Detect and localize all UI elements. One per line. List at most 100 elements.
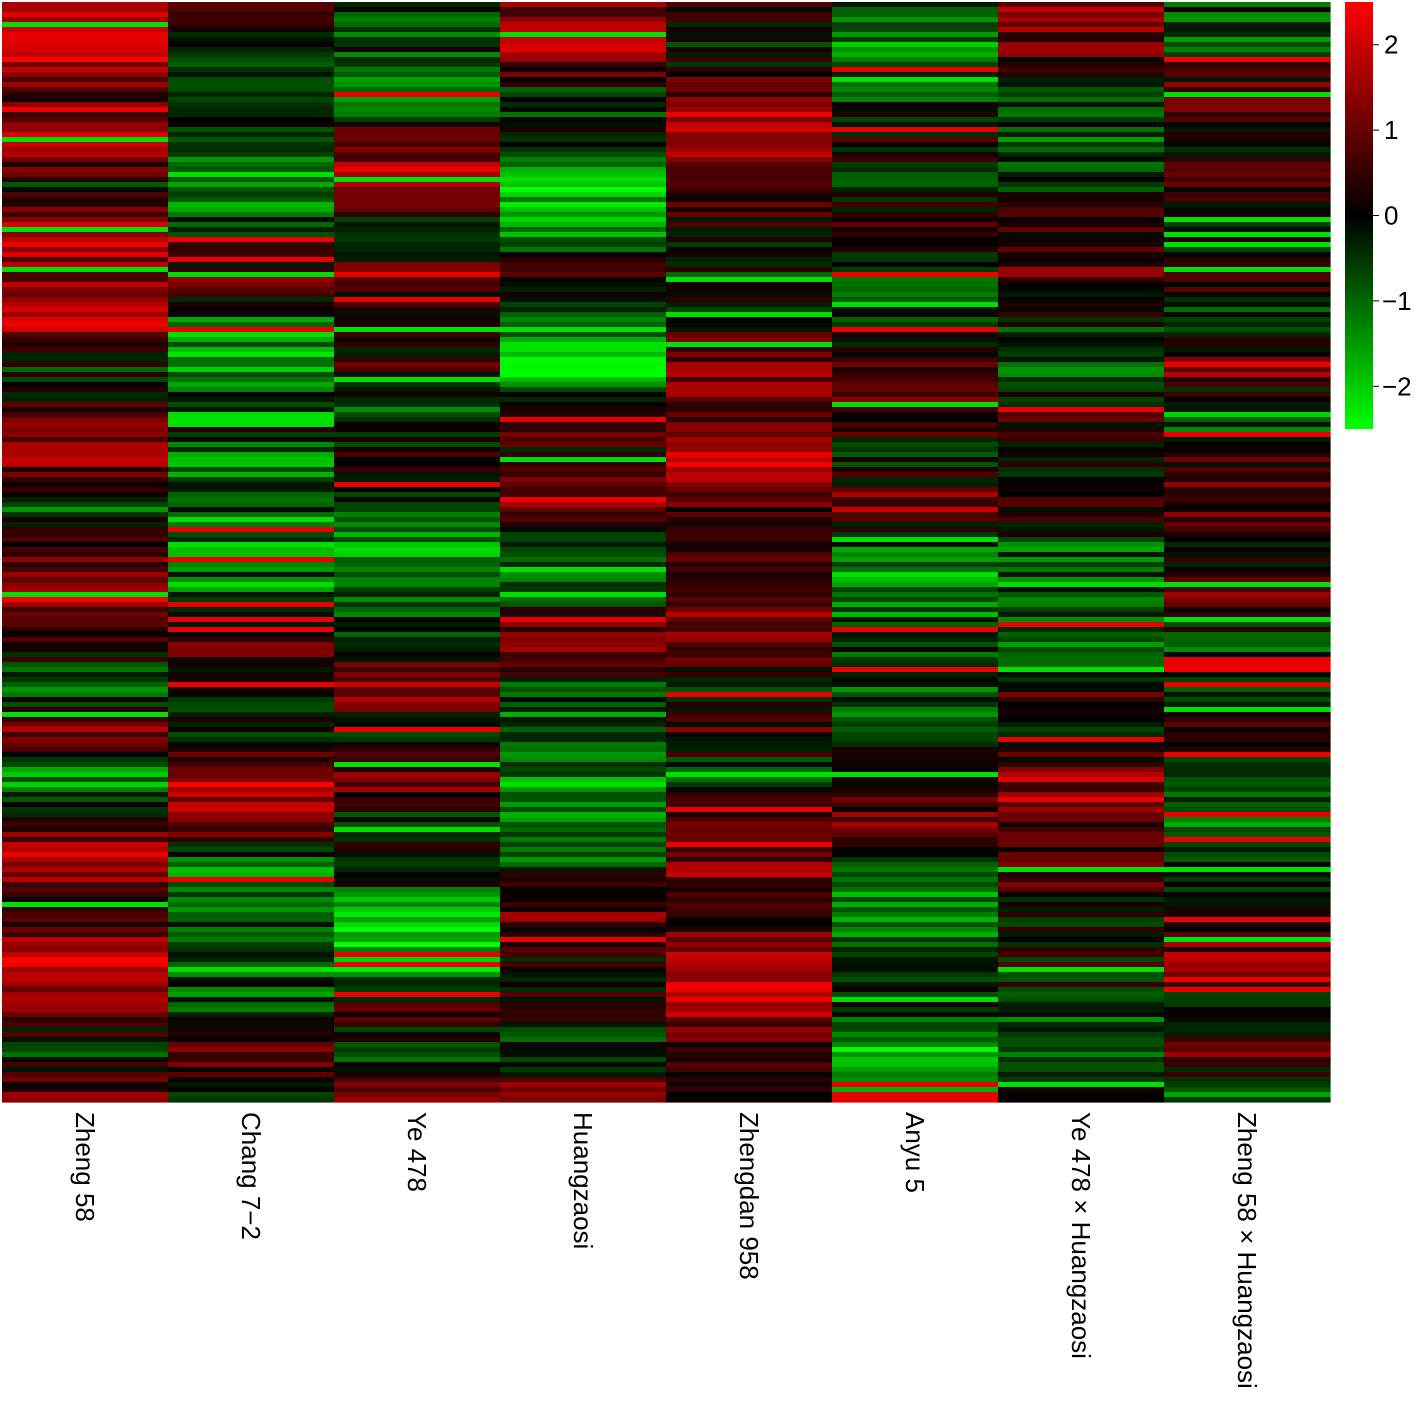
- heatmap-cell: [2, 842, 169, 848]
- heatmap-cell: [2, 977, 169, 983]
- heatmap-cell: [832, 937, 999, 943]
- heatmap-cell: [1164, 982, 1331, 988]
- heatmap-cell: [2, 867, 169, 873]
- heatmap-cell: [832, 1087, 999, 1093]
- heatmap-cell: [2, 1052, 169, 1058]
- heatmap-cell: [334, 77, 501, 83]
- heatmap-cell: [168, 317, 335, 323]
- heatmap-cell: [334, 457, 501, 463]
- heatmap-cell: [1164, 122, 1331, 128]
- heatmap-cell: [666, 437, 833, 443]
- heatmap-cell: [832, 537, 999, 543]
- heatmap-cell: [832, 342, 999, 348]
- heatmap-cell: [2, 902, 169, 908]
- heatmap-cell: [500, 387, 667, 393]
- heatmap-cell: [998, 47, 1165, 53]
- heatmap-cell: [666, 662, 833, 668]
- heatmap-cell: [666, 47, 833, 53]
- heatmap-cell: [168, 782, 335, 788]
- heatmap-cell: [832, 552, 999, 558]
- heatmap-cell: [998, 37, 1165, 43]
- heatmap-cell: [998, 1002, 1165, 1008]
- heatmap-cell: [998, 687, 1165, 693]
- heatmap-cell: [666, 927, 833, 933]
- heatmap-cell: [334, 272, 501, 278]
- heatmap-cell: [168, 212, 335, 218]
- heatmap-cell: [998, 137, 1165, 143]
- heatmap-cell: [2, 127, 169, 133]
- heatmap-cell: [666, 712, 833, 718]
- heatmap-cell: [334, 877, 501, 883]
- heatmap-cell: [666, 832, 833, 838]
- heatmap-cell: [832, 872, 999, 878]
- heatmap-cell: [832, 702, 999, 708]
- heatmap-cell: [832, 387, 999, 393]
- heatmap-cell: [168, 612, 335, 618]
- heatmap-cell: [334, 882, 501, 888]
- heatmap-cell: [666, 222, 833, 228]
- heatmap-cell: [334, 932, 501, 938]
- heatmap-cell: [2, 397, 169, 403]
- heatmap-cell: [334, 862, 501, 868]
- heatmap-cell: [168, 397, 335, 403]
- heatmap-cell: [334, 117, 501, 123]
- heatmap-cell: [666, 892, 833, 898]
- heatmap-cell: [2, 147, 169, 153]
- heatmap-cell: [1164, 222, 1331, 228]
- heatmap-cell: [500, 362, 667, 368]
- heatmap-cell: [500, 392, 667, 398]
- heatmap-cell: [1164, 617, 1331, 623]
- heatmap-cell: [2, 832, 169, 838]
- heatmap-cell: [1164, 977, 1331, 983]
- heatmap-cell: [168, 307, 335, 313]
- heatmap-cell: [832, 1052, 999, 1058]
- heatmap-cell: [334, 292, 501, 298]
- heatmap-cell: [832, 917, 999, 923]
- heatmap-cell: [832, 37, 999, 43]
- heatmap-cell: [998, 542, 1165, 548]
- heatmap-cell: [832, 192, 999, 198]
- heatmap-cell: [832, 467, 999, 473]
- heatmap-cell: [168, 617, 335, 623]
- heatmap-cell: [1164, 1027, 1331, 1033]
- heatmap-cell: [832, 527, 999, 533]
- heatmap-cell: [2, 407, 169, 413]
- heatmap-cell: [832, 347, 999, 353]
- heatmap-cell: [1164, 637, 1331, 643]
- heatmap-cell: [334, 847, 501, 853]
- heatmap-cell: [500, 132, 667, 138]
- heatmap-cell: [2, 517, 169, 523]
- heatmap-cell: [666, 802, 833, 808]
- heatmap-cell: [1164, 767, 1331, 773]
- heatmap-cell: [832, 967, 999, 973]
- heatmap-cell: [666, 732, 833, 738]
- heatmap-cell: [334, 552, 501, 558]
- heatmap-cell: [1164, 917, 1331, 923]
- heatmap-cell: [666, 297, 833, 303]
- heatmap-cell: [832, 352, 999, 358]
- heatmap-cell: [998, 1077, 1165, 1083]
- heatmap-cell: [832, 972, 999, 978]
- heatmap-cell: [1164, 562, 1331, 568]
- heatmap-cell: [832, 487, 999, 493]
- heatmap-cell: [168, 912, 335, 918]
- heatmap-cell: [832, 732, 999, 738]
- heatmap-cell: [1164, 362, 1331, 368]
- heatmap-cell: [1164, 672, 1331, 678]
- heatmap-cell: [168, 577, 335, 583]
- heatmap-cell: [2, 812, 169, 818]
- heatmap-cell: [666, 452, 833, 458]
- heatmap-cell: [832, 1027, 999, 1033]
- heatmap-cell: [334, 412, 501, 418]
- heatmap-cell: [2, 547, 169, 553]
- heatmap-cell: [1164, 112, 1331, 118]
- heatmap-cell: [832, 92, 999, 98]
- heatmap-cell: [2, 37, 169, 43]
- heatmap-cell: [666, 242, 833, 248]
- heatmap-cell: [666, 722, 833, 728]
- heatmap-cell: [998, 927, 1165, 933]
- heatmap-cell: [1164, 687, 1331, 693]
- heatmap-cell: [666, 277, 833, 283]
- heatmap-cell: [2, 937, 169, 943]
